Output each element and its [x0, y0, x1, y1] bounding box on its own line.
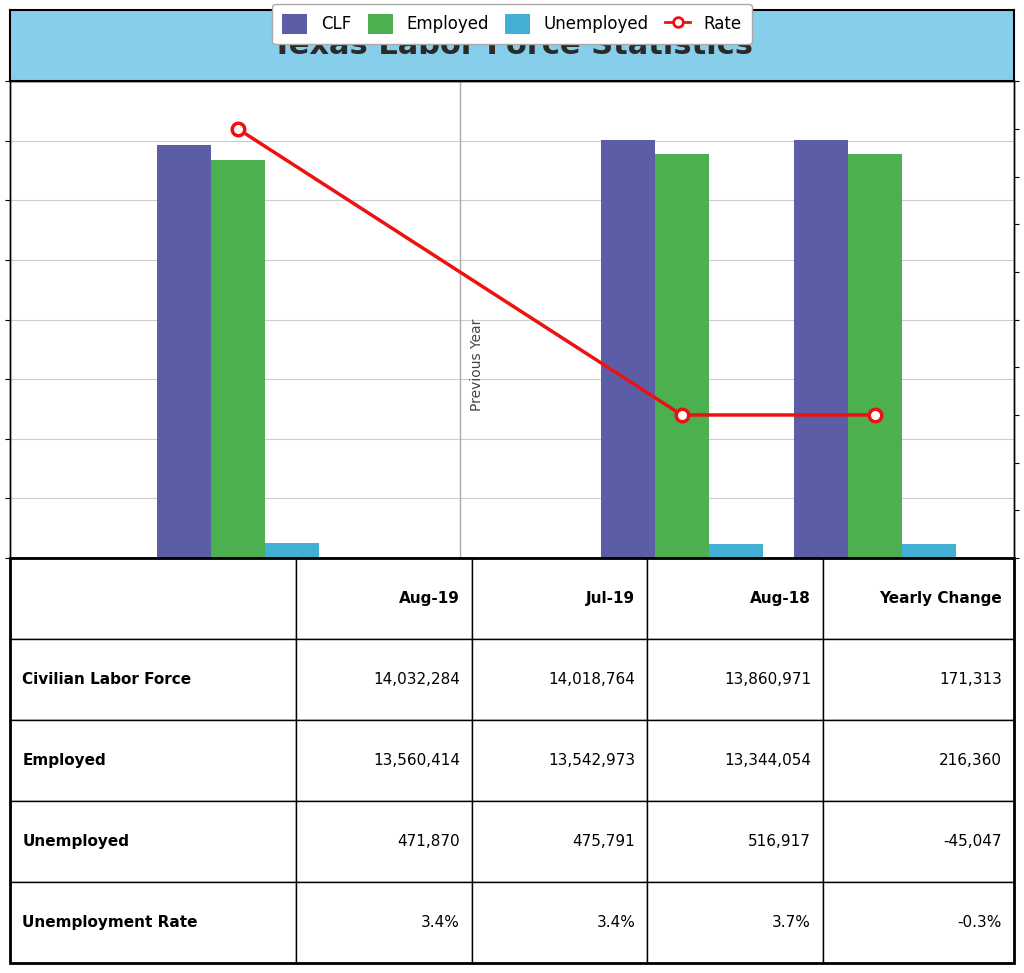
Bar	[157, 145, 211, 559]
Text: 14,018,764: 14,018,764	[549, 672, 636, 687]
Bar	[823, 559, 1014, 639]
Text: 475,791: 475,791	[572, 834, 636, 849]
Text: 171,313: 171,313	[939, 672, 1001, 687]
Bar	[601, 140, 654, 559]
Text: 216,360: 216,360	[939, 753, 1001, 768]
Bar	[848, 154, 902, 559]
Text: Previous Year: Previous Year	[470, 318, 483, 411]
Bar	[472, 801, 647, 883]
Bar	[472, 639, 647, 720]
Bar	[794, 140, 848, 559]
Text: -0.3%: -0.3%	[957, 916, 1001, 930]
Text: Yearly Change: Yearly Change	[879, 591, 1001, 606]
Text: 14,032,284: 14,032,284	[373, 672, 460, 687]
Text: Unemployed: Unemployed	[23, 834, 129, 849]
Bar	[647, 883, 823, 963]
Bar	[654, 155, 709, 559]
Bar	[647, 559, 823, 639]
Text: 3.4%: 3.4%	[421, 916, 460, 930]
Text: 13,344,054: 13,344,054	[724, 753, 811, 768]
Bar	[902, 544, 955, 559]
Text: 516,917: 516,917	[749, 834, 811, 849]
Bar	[296, 720, 472, 801]
Bar	[823, 639, 1014, 720]
Bar	[709, 544, 763, 559]
Text: Texas Labor Force Statistics: Texas Labor Force Statistics	[271, 31, 753, 60]
Text: Employed: Employed	[23, 753, 106, 768]
Bar	[10, 720, 296, 801]
Text: 13,860,971: 13,860,971	[724, 672, 811, 687]
Text: Aug-19: Aug-19	[399, 591, 460, 606]
Bar	[296, 559, 472, 639]
Bar	[647, 801, 823, 883]
Bar	[265, 543, 319, 559]
Bar	[647, 720, 823, 801]
Bar	[472, 883, 647, 963]
Bar	[472, 559, 647, 639]
Bar	[10, 801, 296, 883]
Bar	[472, 720, 647, 801]
Text: Jul-19: Jul-19	[587, 591, 636, 606]
Bar	[296, 801, 472, 883]
Bar	[823, 883, 1014, 963]
Text: Civilian Labor Force: Civilian Labor Force	[23, 672, 191, 687]
Bar	[296, 883, 472, 963]
Bar	[211, 161, 265, 559]
Bar	[823, 720, 1014, 801]
Bar	[296, 639, 472, 720]
Text: -45,047: -45,047	[943, 834, 1001, 849]
Text: Unemployment Rate: Unemployment Rate	[23, 916, 198, 930]
Legend: CLF, Employed, Unemployed, Rate: CLF, Employed, Unemployed, Rate	[272, 4, 752, 44]
Bar	[10, 559, 296, 639]
Bar	[10, 883, 296, 963]
Bar	[10, 639, 296, 720]
Text: 13,542,973: 13,542,973	[548, 753, 636, 768]
Text: Aug-18: Aug-18	[751, 591, 811, 606]
Text: 3.4%: 3.4%	[597, 916, 636, 930]
Text: 3.7%: 3.7%	[772, 916, 811, 930]
Bar	[647, 639, 823, 720]
Text: 471,870: 471,870	[397, 834, 460, 849]
Bar	[823, 801, 1014, 883]
Text: 13,560,414: 13,560,414	[373, 753, 460, 768]
